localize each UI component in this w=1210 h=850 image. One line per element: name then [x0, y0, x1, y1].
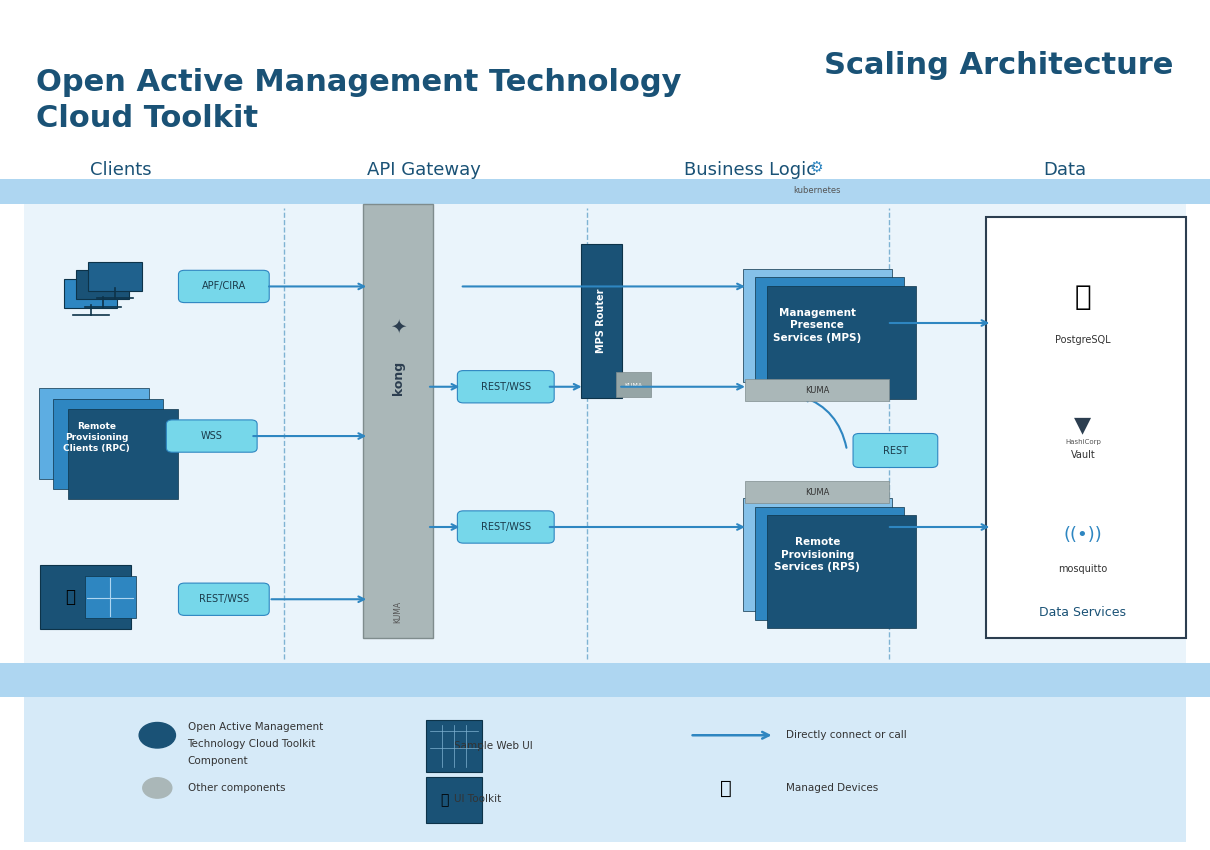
Text: KUMA: KUMA [624, 382, 643, 388]
Text: WSS: WSS [201, 431, 223, 441]
FancyBboxPatch shape [40, 565, 131, 629]
Text: Managed Devices: Managed Devices [786, 783, 878, 793]
FancyBboxPatch shape [745, 379, 889, 401]
FancyBboxPatch shape [853, 434, 938, 468]
Text: KUMA: KUMA [393, 601, 403, 623]
FancyBboxPatch shape [179, 583, 269, 615]
FancyBboxPatch shape [0, 663, 1210, 697]
FancyBboxPatch shape [179, 270, 269, 303]
FancyBboxPatch shape [24, 204, 1186, 663]
Text: REST/WSS: REST/WSS [480, 382, 531, 392]
FancyBboxPatch shape [53, 399, 163, 489]
Text: APF/CIRA: APF/CIRA [202, 281, 246, 292]
FancyBboxPatch shape [88, 262, 142, 291]
Text: Clients: Clients [91, 161, 151, 179]
FancyBboxPatch shape [76, 270, 129, 299]
FancyBboxPatch shape [68, 409, 178, 499]
Text: Other components: Other components [188, 783, 286, 793]
Text: Remote
Provisioning
Clients (RPC): Remote Provisioning Clients (RPC) [63, 422, 131, 453]
Circle shape [143, 778, 172, 798]
Text: 🔧: 🔧 [65, 587, 75, 606]
Text: Technology Cloud Toolkit: Technology Cloud Toolkit [188, 739, 316, 749]
Text: API Gateway: API Gateway [367, 161, 480, 179]
Text: REST/WSS: REST/WSS [198, 594, 249, 604]
Text: 🖥: 🖥 [720, 779, 732, 797]
Text: Scaling Architecture: Scaling Architecture [824, 51, 1174, 80]
Text: mosquitto: mosquitto [1059, 564, 1107, 575]
FancyBboxPatch shape [64, 279, 117, 308]
Text: Open Active Management: Open Active Management [188, 722, 323, 732]
FancyBboxPatch shape [426, 777, 482, 823]
FancyBboxPatch shape [767, 286, 916, 399]
Text: 🔧: 🔧 [440, 793, 448, 807]
Text: Data: Data [1043, 161, 1087, 179]
Text: HashiCorp: HashiCorp [1065, 439, 1101, 445]
Text: Open Active Management Technology
Cloud Toolkit: Open Active Management Technology Cloud … [36, 68, 681, 133]
Text: ((•)): ((•)) [1064, 526, 1102, 545]
Text: PostgreSQL: PostgreSQL [1055, 335, 1111, 345]
Text: kong: kong [392, 361, 404, 395]
FancyBboxPatch shape [755, 277, 904, 390]
Circle shape [139, 722, 175, 748]
FancyBboxPatch shape [457, 511, 554, 543]
Text: KUMA: KUMA [805, 386, 830, 394]
Text: kubernetes: kubernetes [793, 186, 841, 195]
Text: ▼: ▼ [1074, 415, 1091, 435]
Text: 🐘: 🐘 [1074, 284, 1091, 311]
Text: Management
Presence
Services (MPS): Management Presence Services (MPS) [773, 308, 862, 343]
FancyBboxPatch shape [39, 388, 149, 479]
Text: Component: Component [188, 756, 248, 766]
Text: MPS Router: MPS Router [597, 289, 606, 353]
FancyBboxPatch shape [755, 507, 904, 620]
Text: ✦: ✦ [390, 318, 407, 337]
FancyBboxPatch shape [745, 481, 889, 503]
Text: Data Services: Data Services [1039, 605, 1127, 619]
Text: Business Logic: Business Logic [684, 161, 817, 179]
FancyBboxPatch shape [457, 371, 554, 403]
Text: Remote
Provisioning
Services (RPS): Remote Provisioning Services (RPS) [774, 537, 860, 572]
FancyBboxPatch shape [616, 372, 651, 397]
Text: Directly connect or call: Directly connect or call [786, 730, 908, 740]
FancyBboxPatch shape [363, 204, 433, 638]
Text: REST/WSS: REST/WSS [480, 522, 531, 532]
FancyBboxPatch shape [24, 697, 1186, 842]
FancyBboxPatch shape [581, 244, 622, 398]
FancyBboxPatch shape [767, 515, 916, 628]
FancyBboxPatch shape [743, 498, 892, 611]
Text: Sample Web UI: Sample Web UI [454, 741, 532, 751]
FancyBboxPatch shape [166, 420, 257, 452]
FancyBboxPatch shape [85, 576, 136, 618]
FancyBboxPatch shape [986, 217, 1186, 638]
FancyBboxPatch shape [426, 720, 482, 772]
Text: REST: REST [883, 445, 908, 456]
Text: ⚙: ⚙ [809, 160, 824, 175]
FancyBboxPatch shape [0, 178, 1210, 204]
Text: KUMA: KUMA [805, 488, 830, 496]
Text: UI Toolkit: UI Toolkit [454, 794, 501, 804]
Text: Vault: Vault [1071, 450, 1095, 460]
FancyBboxPatch shape [743, 269, 892, 382]
